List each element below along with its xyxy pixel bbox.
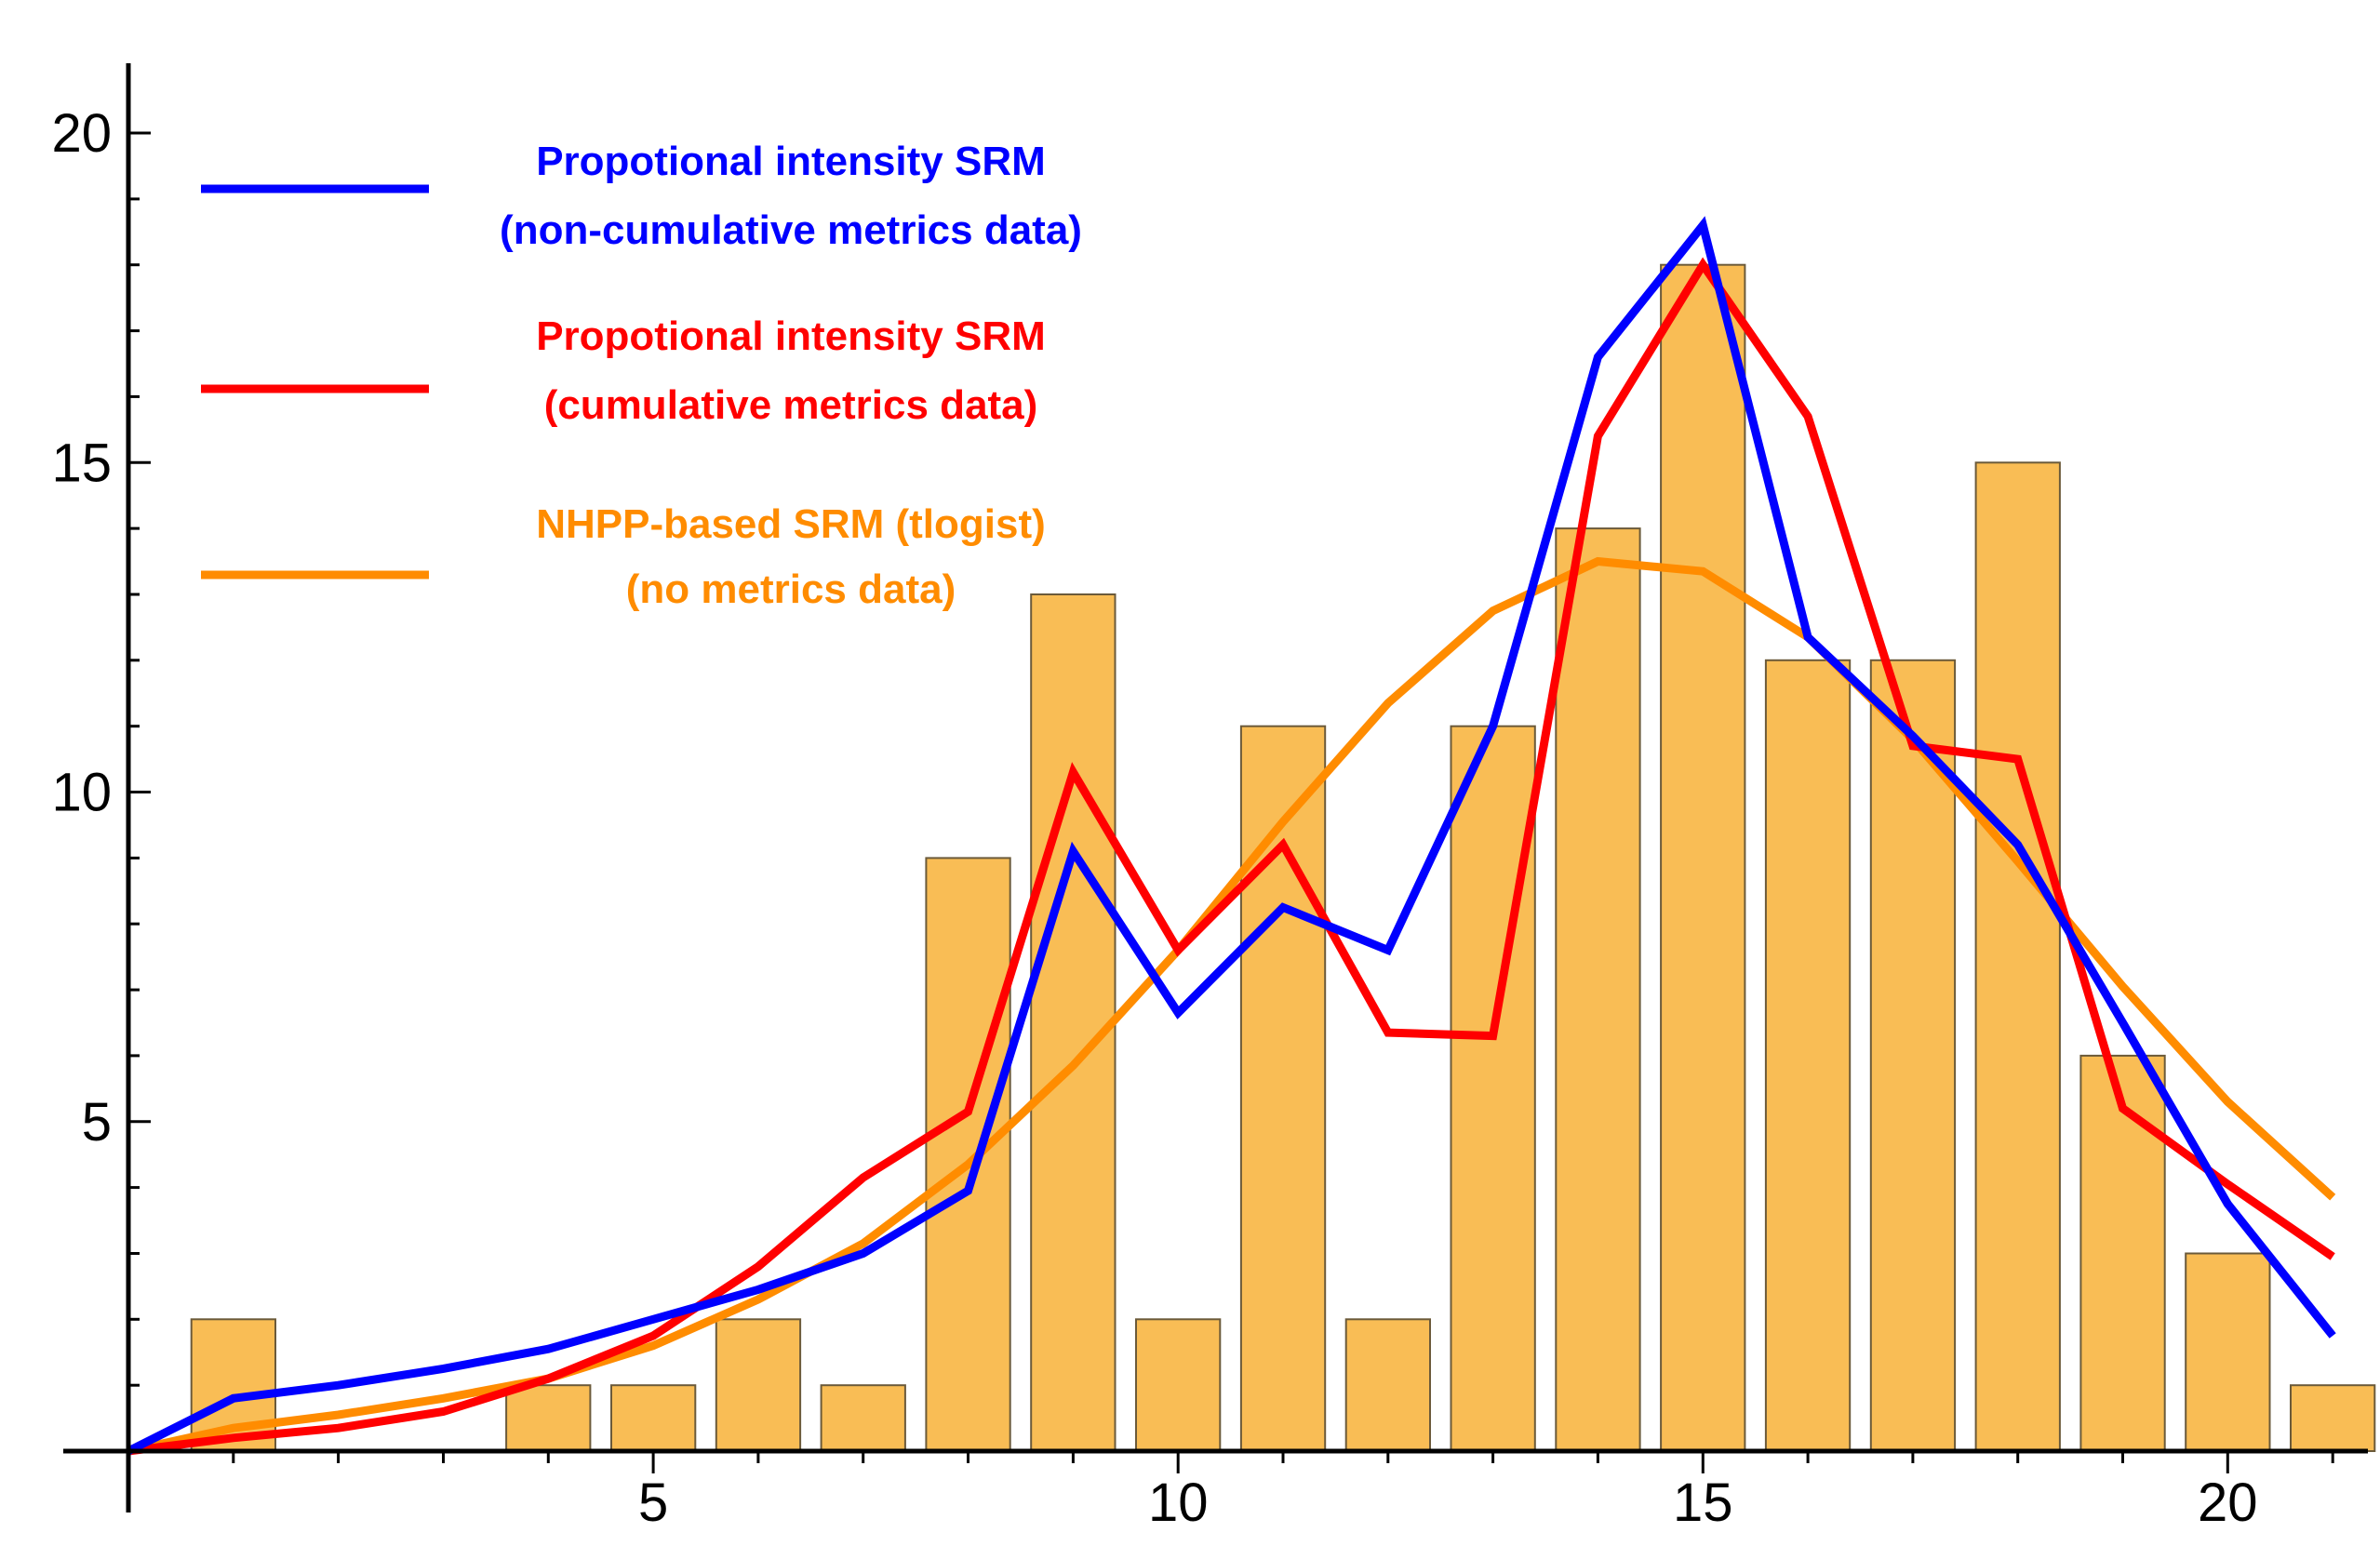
bar-20 xyxy=(2185,1252,2271,1452)
bar-6 xyxy=(715,1318,802,1453)
series-line-0 xyxy=(126,216,2336,1456)
y-tick-label-15: 15 xyxy=(51,433,112,493)
legend-label-1-line1: Propotional intensity SRM xyxy=(536,313,1046,359)
bar-8 xyxy=(925,857,1011,1452)
bar-19 xyxy=(2079,1054,2166,1453)
bar-4 xyxy=(505,1384,592,1452)
x-tick-label-20: 20 xyxy=(2198,1472,2258,1533)
bar-15 xyxy=(1660,263,1746,1453)
bar-5 xyxy=(610,1384,697,1452)
legend-label-1-line2: (cumulative metrics data) xyxy=(544,382,1038,428)
bar-16 xyxy=(1764,659,1852,1452)
legend: Propotional intensity SRM (non-cumulative… xyxy=(201,139,1082,612)
bar-9 xyxy=(1030,593,1116,1452)
y-tick-label-10: 10 xyxy=(51,763,112,823)
y-tick-label-20: 20 xyxy=(51,103,112,164)
bar-14 xyxy=(1555,527,1641,1452)
x-tick-label-10: 10 xyxy=(1148,1472,1209,1533)
bar-21 xyxy=(2290,1384,2376,1452)
bars-layer xyxy=(190,263,2376,1453)
x-tick-label-15: 15 xyxy=(1673,1472,1733,1533)
bar-11 xyxy=(1239,725,1327,1452)
series-line-1 xyxy=(127,257,2335,1456)
legend-label-0-line1: Propotional intensity SRM xyxy=(536,139,1046,184)
legend-label-2-line2: (no metrics data) xyxy=(626,566,956,612)
bar-12 xyxy=(1344,1318,1431,1453)
series-lines-layer xyxy=(126,216,2336,1456)
bar-7 xyxy=(820,1384,906,1452)
x-tick-label-5: 5 xyxy=(638,1472,668,1533)
bar-13 xyxy=(1450,725,1536,1452)
bar-18 xyxy=(1974,461,2061,1453)
axes-layer: 5 10 15 20 5 10 15 20 xyxy=(51,63,2368,1533)
legend-label-2-line1: NHPP-based SRM (tlogist) xyxy=(536,501,1046,547)
bar-17 xyxy=(1869,659,1957,1452)
bar-10 xyxy=(1135,1318,1222,1453)
y-tick-label-5: 5 xyxy=(82,1092,112,1153)
legend-label-0-line2: (non-cumulative metrics data) xyxy=(500,207,1082,253)
series-line-2 xyxy=(127,556,2336,1456)
